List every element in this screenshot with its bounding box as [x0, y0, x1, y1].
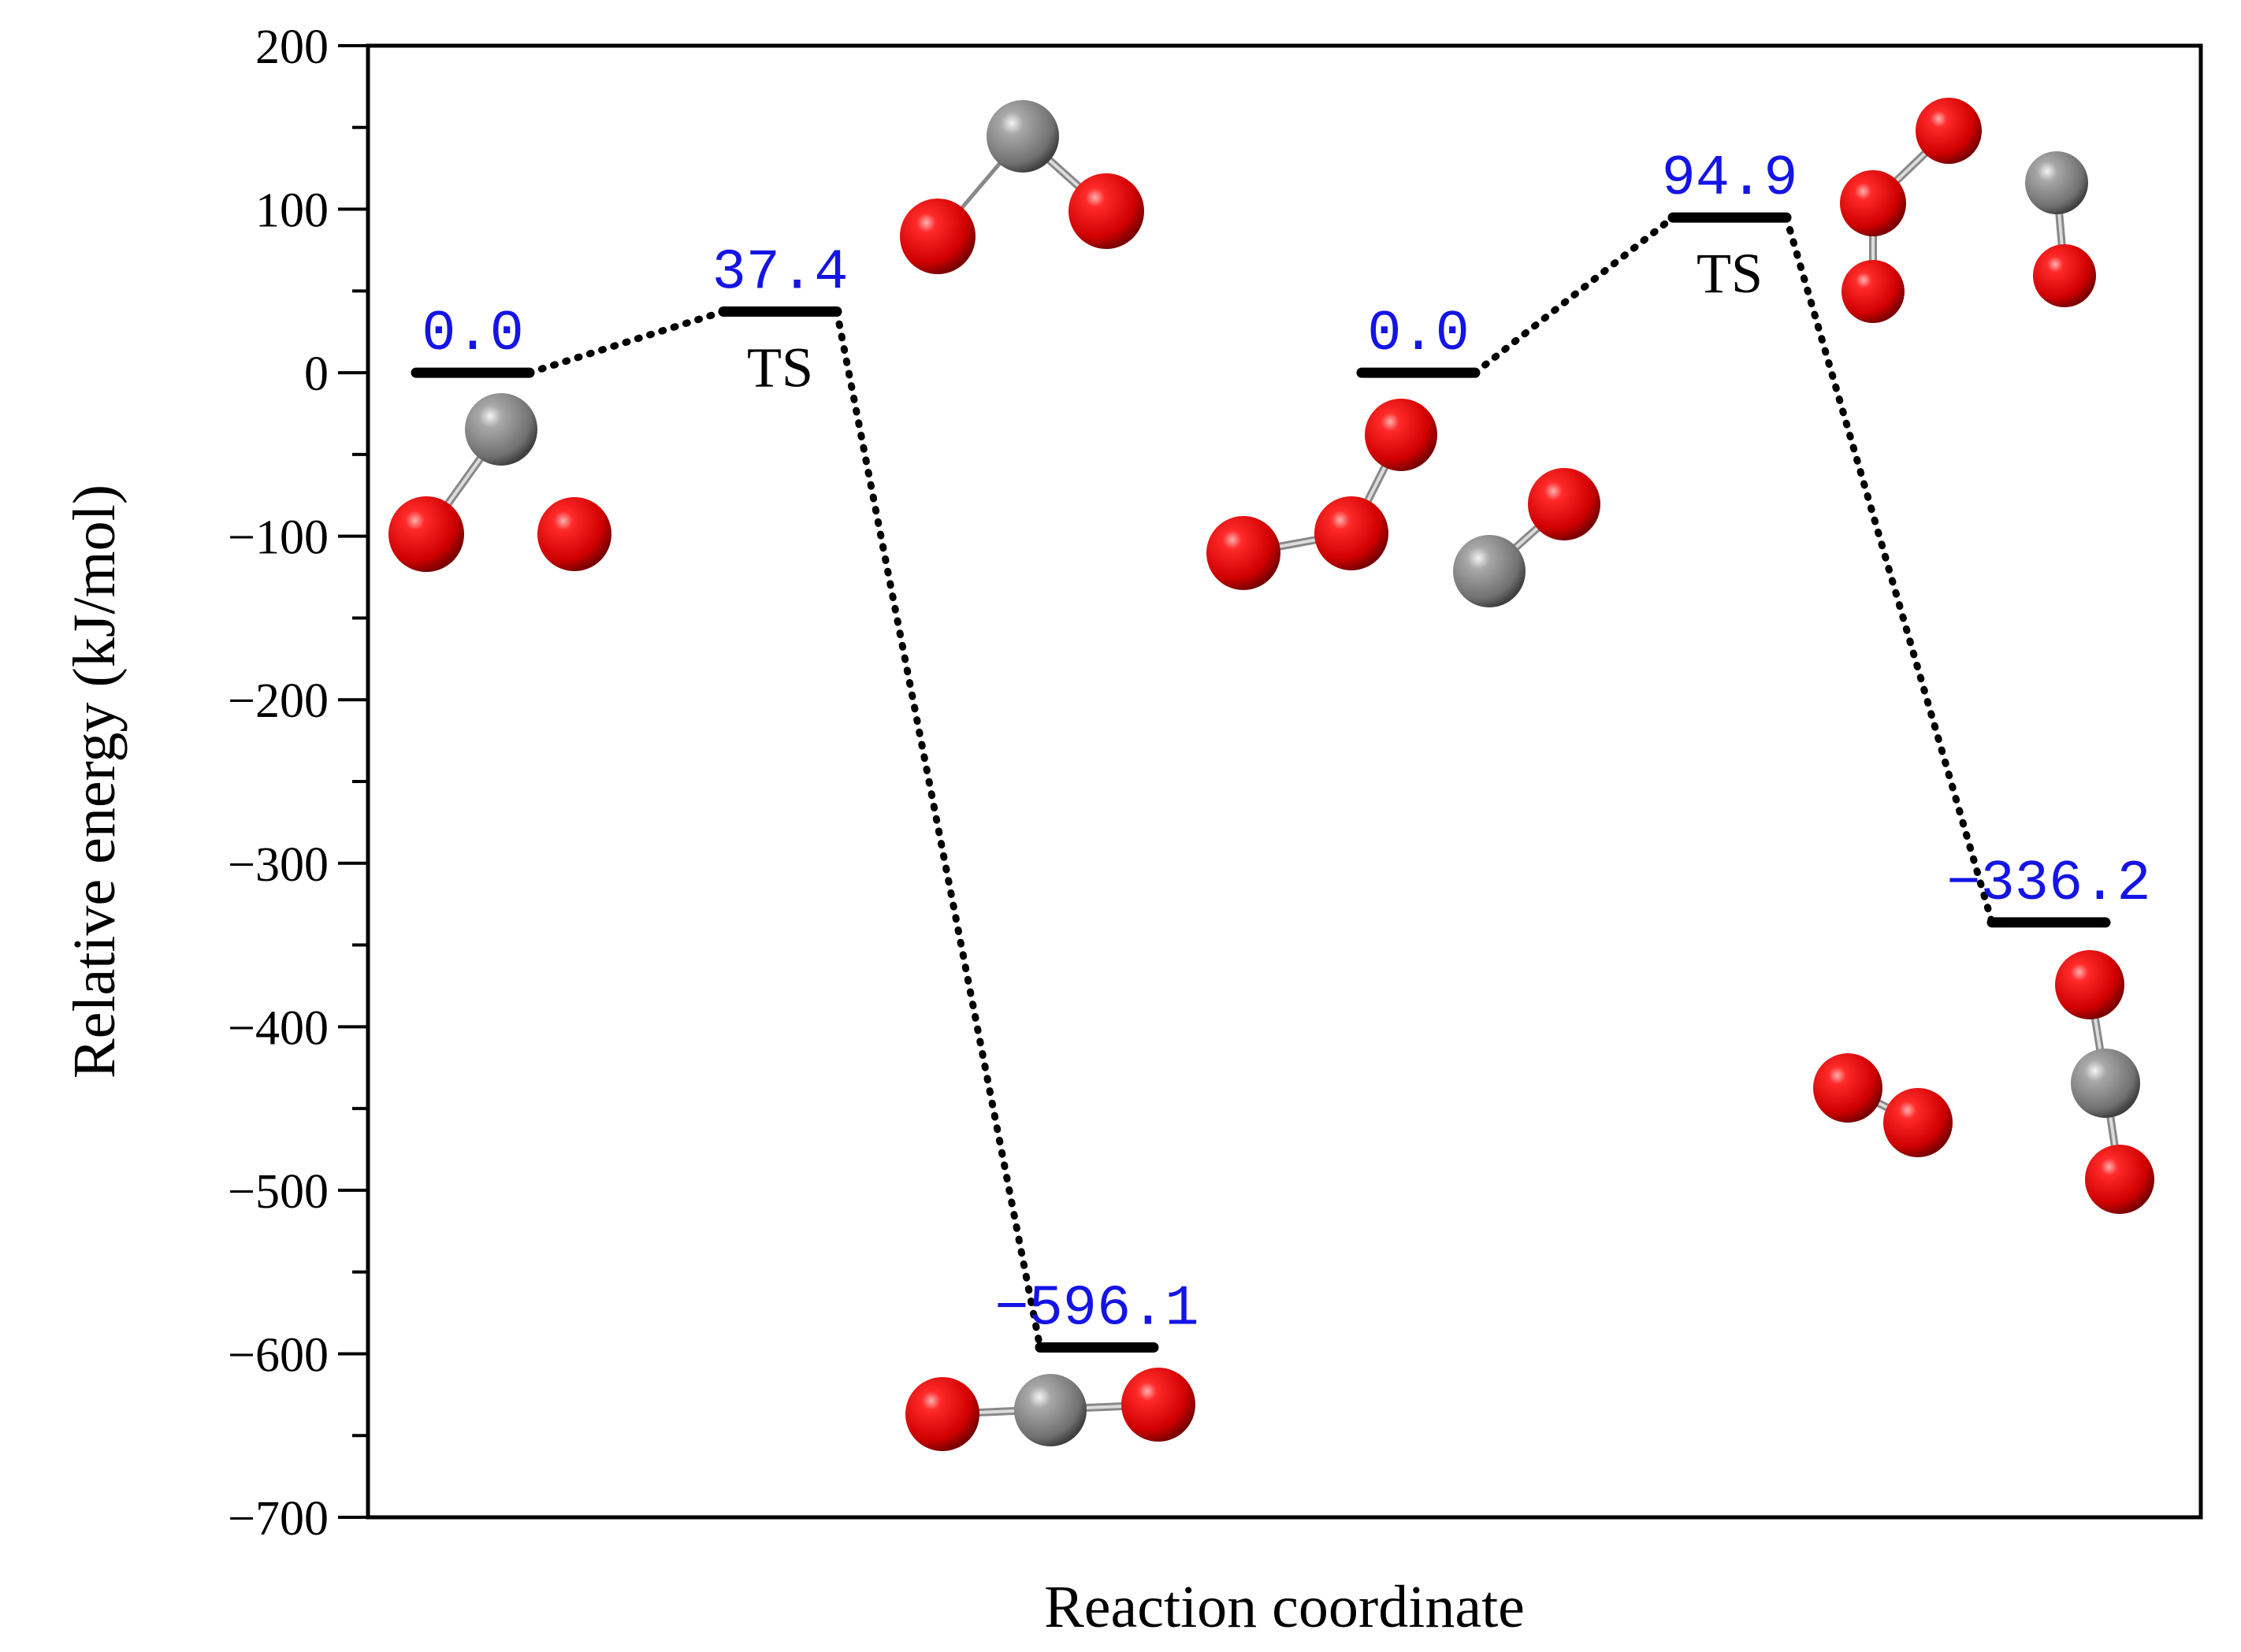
molecule-reactant-1: [388, 393, 611, 572]
molecule-reactant-2: [1206, 399, 1600, 607]
energy-value-label: 37.4: [712, 240, 849, 305]
level-connector: [1471, 213, 1677, 377]
energy-value-label: −336.2: [1946, 852, 2150, 916]
y-tick-label: −600: [228, 1328, 329, 1382]
molecule-ts-1: [900, 100, 1144, 274]
ts-label: TS: [747, 336, 813, 399]
energy-value-label: −596.1: [994, 1276, 1199, 1341]
y-tick-label: −200: [228, 674, 329, 728]
molecule-product-2: [1813, 950, 2154, 1214]
y-tick-label: −100: [228, 511, 329, 565]
x-axis-label: Reaction coordinate: [1044, 1574, 1525, 1640]
y-axis-label: Relative energy (kJ/mol): [61, 484, 128, 1078]
molecule-ts-2: [1840, 98, 2096, 323]
energy-value-label: 94.9: [1662, 147, 1798, 211]
y-tick-label: −500: [228, 1165, 329, 1219]
plot-frame: [366, 43, 2203, 1520]
y-tick-label: −700: [228, 1492, 329, 1546]
ts-label: TS: [1697, 242, 1763, 305]
level-connector: [833, 307, 1044, 1351]
level-connector: [1782, 213, 1996, 926]
y-tick-label: 0: [304, 347, 329, 401]
y-tick-label: −300: [228, 838, 329, 892]
energy-value-label: 0.0: [1367, 302, 1470, 366]
y-tick-label: 100: [255, 184, 329, 238]
energy-value-label: 0.0: [422, 302, 524, 366]
molecule-product-1: [905, 1368, 1195, 1451]
level-connector: [526, 307, 727, 377]
y-axis: 200 100 0 −100 −200 −300 −400 −500 −600 −700: [228, 20, 368, 1546]
y-tick-label: −400: [228, 1001, 329, 1055]
y-tick-label: 200: [255, 20, 329, 74]
level-connectors: [526, 213, 1996, 1351]
energy-levels: 0.0 37.4 TS −596.1 0.0 94.9 TS −336.2: [411, 147, 2151, 1353]
